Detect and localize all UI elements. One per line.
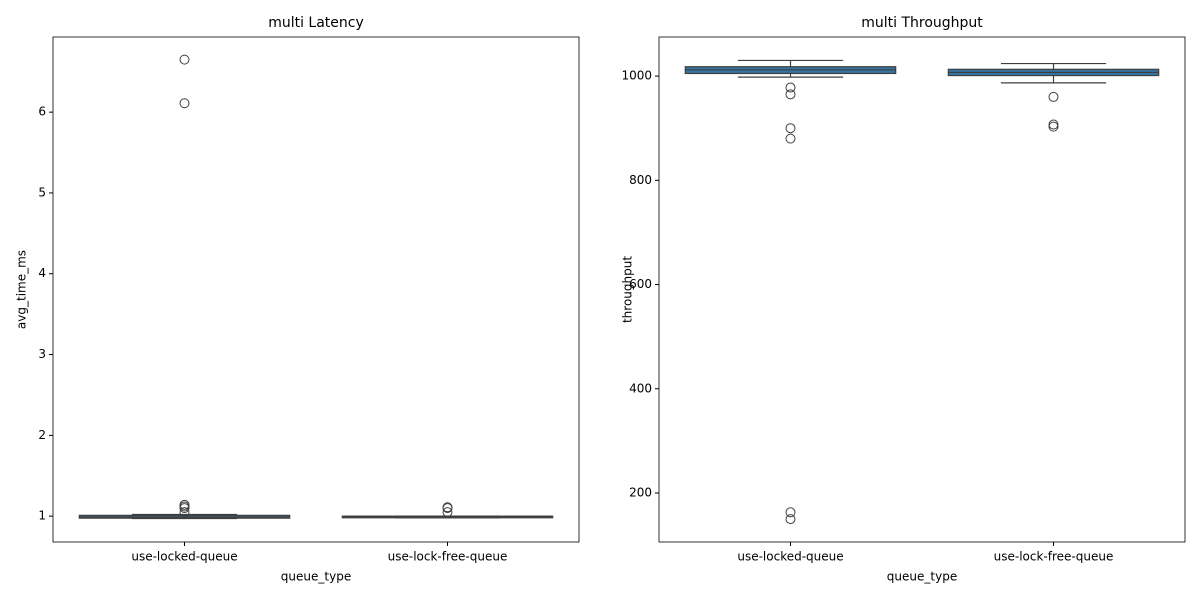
y-axis-label: throughput <box>621 256 635 323</box>
x-tick-label: use-locked-queue <box>737 550 843 564</box>
outlier <box>785 123 796 134</box>
outlier <box>179 507 190 518</box>
x-tick-label: use-locked-queue <box>131 550 237 564</box>
y-tick-label: 600 <box>629 277 652 291</box>
plot-area <box>52 36 580 543</box>
chart-title: multi Throughput <box>861 15 983 31</box>
y-tick-label: 3 <box>38 347 46 361</box>
outlier <box>785 89 796 100</box>
x-axis-label: queue_type <box>887 570 957 584</box>
x-tick-label: use-lock-free-queue <box>388 550 508 564</box>
y-tick-label: 1000 <box>621 69 652 83</box>
y-tick-label: 6 <box>38 105 46 119</box>
outlier <box>1048 119 1059 130</box>
y-tick-label: 200 <box>629 486 652 500</box>
outlier <box>785 133 796 144</box>
outlier <box>785 514 796 525</box>
outlier <box>1048 121 1059 132</box>
y-axis-label: avg_time_ms <box>15 250 29 329</box>
outlier <box>179 54 190 65</box>
chart-title: multi Latency <box>268 15 364 31</box>
y-tick-label: 4 <box>38 266 46 280</box>
plot-area <box>658 36 1186 543</box>
outlier <box>785 507 796 518</box>
outlier <box>1048 91 1059 102</box>
outlier <box>785 82 796 93</box>
y-tick-label: 400 <box>629 381 652 395</box>
y-tick-label: 800 <box>629 173 652 187</box>
x-tick-label: use-lock-free-queue <box>994 550 1114 564</box>
y-tick-label: 5 <box>38 185 46 199</box>
y-tick-label: 1 <box>38 509 46 523</box>
outlier <box>442 503 453 514</box>
outlier <box>179 503 190 514</box>
outlier <box>179 98 190 109</box>
outlier <box>442 507 453 518</box>
y-tick-label: 2 <box>38 428 46 442</box>
x-axis-label: queue_type <box>281 570 351 584</box>
